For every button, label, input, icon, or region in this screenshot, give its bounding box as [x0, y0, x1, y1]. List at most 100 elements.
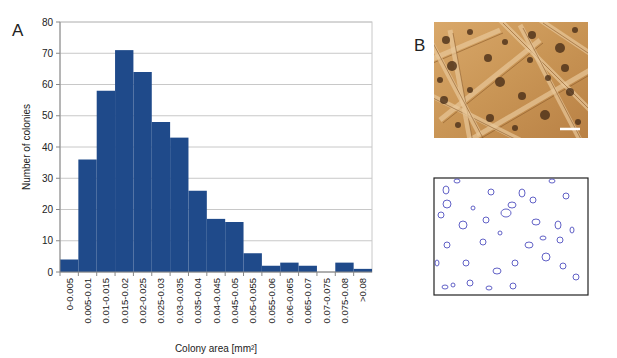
colony-outlines — [435, 179, 579, 290]
colony-dot — [467, 87, 473, 93]
bar — [335, 263, 353, 272]
fiber-edge — [434, 43, 483, 138]
bar — [133, 72, 151, 272]
colony-outline — [480, 239, 486, 245]
bar — [244, 253, 262, 272]
bar — [299, 266, 317, 272]
colony-dot — [561, 64, 569, 72]
colony-outline — [459, 221, 467, 229]
colony-outline — [555, 221, 561, 229]
y-tick — [56, 22, 60, 23]
colony-outline — [508, 202, 516, 208]
colony-outline — [519, 189, 525, 197]
x-tick — [261, 272, 262, 276]
colony-dot — [455, 122, 461, 128]
y-tick-label: 80 — [42, 17, 54, 28]
colony-outline — [512, 260, 518, 266]
colony-outline — [486, 286, 492, 290]
x-axis-title: Colony area [mm²] — [175, 343, 257, 354]
x-tick-label: 0.06-0.065 — [284, 278, 295, 323]
colony-outline — [483, 217, 489, 223]
micrograph — [434, 22, 588, 138]
colony-dot — [512, 125, 518, 131]
y-tick-label: 20 — [42, 204, 54, 215]
y-tick — [56, 272, 60, 273]
colony-outline — [467, 280, 473, 286]
fiber — [470, 70, 588, 138]
x-tick-label: 0.01-0.015 — [100, 278, 111, 323]
x-tick-label: 0-0.005 — [64, 278, 75, 310]
x-tick-label: 0.015-0.02 — [119, 278, 130, 323]
colony-outline — [570, 227, 574, 233]
x-tick-label: 0.02-0.025 — [137, 278, 148, 323]
x-tick — [225, 272, 226, 276]
grid-line — [60, 272, 372, 273]
y-tick — [56, 240, 60, 241]
colony-outline — [540, 236, 546, 240]
colony-outline — [488, 189, 494, 195]
x-axis — [60, 272, 372, 273]
fiber-edge — [434, 33, 503, 63]
x-tick-label: 0.005-0.01 — [82, 278, 93, 323]
colony-dot — [545, 75, 551, 81]
colony-dot — [502, 39, 508, 45]
x-tick — [78, 272, 79, 276]
fiber — [540, 22, 588, 60]
bar — [97, 91, 115, 272]
colony-outline — [530, 197, 536, 203]
bar — [262, 266, 280, 272]
colony-dot — [572, 27, 578, 33]
colony-dot — [447, 61, 457, 71]
colony-outline — [435, 260, 439, 266]
fiber-edge — [473, 73, 588, 138]
grid-line — [60, 22, 372, 23]
colony-dot — [467, 29, 473, 35]
x-tick — [188, 272, 189, 276]
x-tick — [60, 272, 61, 276]
colony-dot — [518, 92, 526, 100]
x-tick — [115, 272, 116, 276]
outline-frame — [434, 178, 588, 295]
colony-outline — [563, 193, 569, 199]
colony-outline — [560, 263, 566, 269]
y-tick-label: 0 — [47, 267, 53, 278]
y-axis-title: Number of colonies — [21, 104, 32, 190]
colony-dot — [527, 57, 533, 63]
colony-dot — [484, 54, 492, 62]
colony-dot — [486, 114, 494, 122]
colony-outline — [498, 231, 502, 235]
x-tick-label: 0.065-0.07 — [302, 278, 313, 323]
colony-outline — [532, 219, 540, 225]
colony-dot — [495, 77, 505, 87]
colony-outline — [463, 260, 469, 266]
y-tick — [56, 84, 60, 85]
grid-line — [60, 53, 372, 54]
colony-outline — [442, 285, 448, 289]
x-tick — [243, 272, 244, 276]
x-tick-label: 0.025-0.03 — [155, 278, 166, 323]
x-tick — [133, 272, 134, 276]
x-tick-label: 0.055-0.06 — [266, 278, 277, 323]
grid-line — [60, 84, 372, 85]
colony-outline — [573, 274, 579, 280]
colony-outline — [443, 186, 449, 194]
y-tick — [56, 53, 60, 54]
plot-frame — [60, 22, 372, 272]
bars — [60, 50, 372, 272]
x-tick-label: 0.075-0.08 — [339, 278, 350, 323]
bar — [170, 138, 188, 272]
x-tick — [335, 272, 336, 276]
colony-outline — [451, 283, 455, 287]
x-tick-label: 0.04-0.045 — [211, 278, 222, 323]
bar — [207, 219, 225, 272]
colony-dot — [555, 43, 565, 53]
colony-dot — [575, 119, 581, 125]
bar — [152, 122, 170, 272]
y-tick — [56, 147, 60, 148]
colony-outline — [510, 283, 516, 289]
colony-outline — [443, 200, 451, 208]
x-tick — [96, 272, 97, 276]
y-axis — [60, 22, 61, 272]
fiber — [434, 40, 480, 135]
colony-dot — [440, 96, 448, 104]
